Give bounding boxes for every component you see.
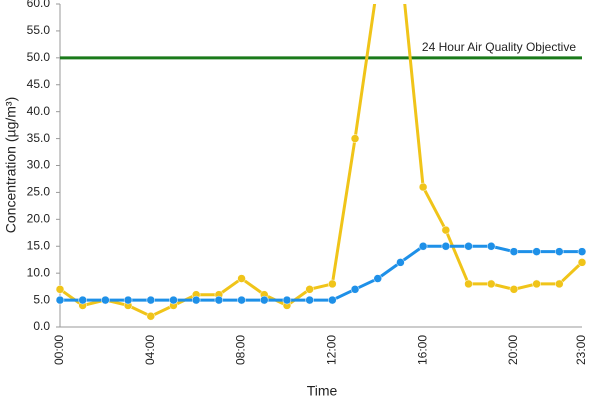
x-tick-label: 16:00	[415, 335, 429, 365]
data-point	[328, 295, 337, 305]
y-tick-label: 5.0	[33, 292, 50, 306]
data-point	[486, 279, 496, 289]
data-point	[55, 285, 65, 294]
y-tick-label: 10.0	[27, 265, 51, 279]
data-point	[350, 285, 360, 294]
x-tick-label: 08:00	[234, 335, 248, 365]
data-point	[146, 311, 156, 321]
data-point	[464, 242, 473, 251]
y-tick-label: 30.0	[27, 158, 51, 172]
data-point	[350, 134, 360, 143]
data-point	[532, 247, 541, 256]
x-tick-label: 23:00	[574, 335, 588, 365]
data-point	[509, 247, 519, 256]
data-point	[101, 295, 110, 305]
x-tick-label: 12:00	[325, 335, 339, 365]
data-point	[418, 182, 428, 192]
data-point	[555, 247, 564, 256]
data-point	[555, 279, 564, 289]
y-tick-label: 50.0	[27, 50, 51, 64]
data-point	[486, 242, 496, 251]
y-tick-label: 45.0	[27, 77, 51, 91]
y-tick-label: 55.0	[27, 23, 51, 37]
data-point	[305, 295, 314, 305]
data-point	[123, 295, 133, 305]
data-point	[214, 295, 224, 305]
data-point	[373, 274, 382, 283]
y-tick-label: 35.0	[27, 131, 51, 145]
data-point	[237, 295, 246, 305]
x-tick-label: 00:00	[52, 335, 66, 365]
data-point	[55, 295, 65, 305]
data-point	[396, 258, 405, 267]
data-point	[146, 295, 156, 305]
x-tick-label: 04:00	[143, 335, 157, 365]
plot-area	[55, 4, 587, 321]
data-point	[532, 279, 541, 289]
y-tick-label: 20.0	[27, 212, 51, 226]
data-point	[237, 274, 246, 283]
data-point	[260, 295, 269, 305]
data-point	[78, 295, 87, 305]
x-tick-label: 20:00	[506, 335, 520, 365]
data-point	[509, 285, 519, 294]
data-point	[418, 242, 428, 251]
data-point	[577, 258, 587, 267]
data-point	[169, 295, 178, 305]
x-axis-title: Time	[307, 383, 338, 399]
data-point	[305, 285, 314, 294]
y-axis-title: Concentration (µg/m³)	[3, 97, 19, 233]
data-point	[282, 295, 292, 305]
y-tick-label: 15.0	[27, 238, 51, 252]
data-point	[577, 247, 587, 256]
series-line	[60, 244, 582, 302]
y-tick-label: 25.0	[27, 185, 51, 199]
data-point	[328, 279, 337, 289]
y-tick-label: 60.0	[27, 0, 51, 10]
objective-label: 24 Hour Air Quality Objective	[422, 40, 576, 54]
data-point	[191, 295, 201, 305]
data-point	[441, 242, 451, 251]
data-point	[464, 279, 473, 289]
y-tick-label: 0.0	[33, 319, 50, 333]
y-tick-label: 40.0	[27, 104, 51, 118]
data-point	[441, 225, 451, 235]
